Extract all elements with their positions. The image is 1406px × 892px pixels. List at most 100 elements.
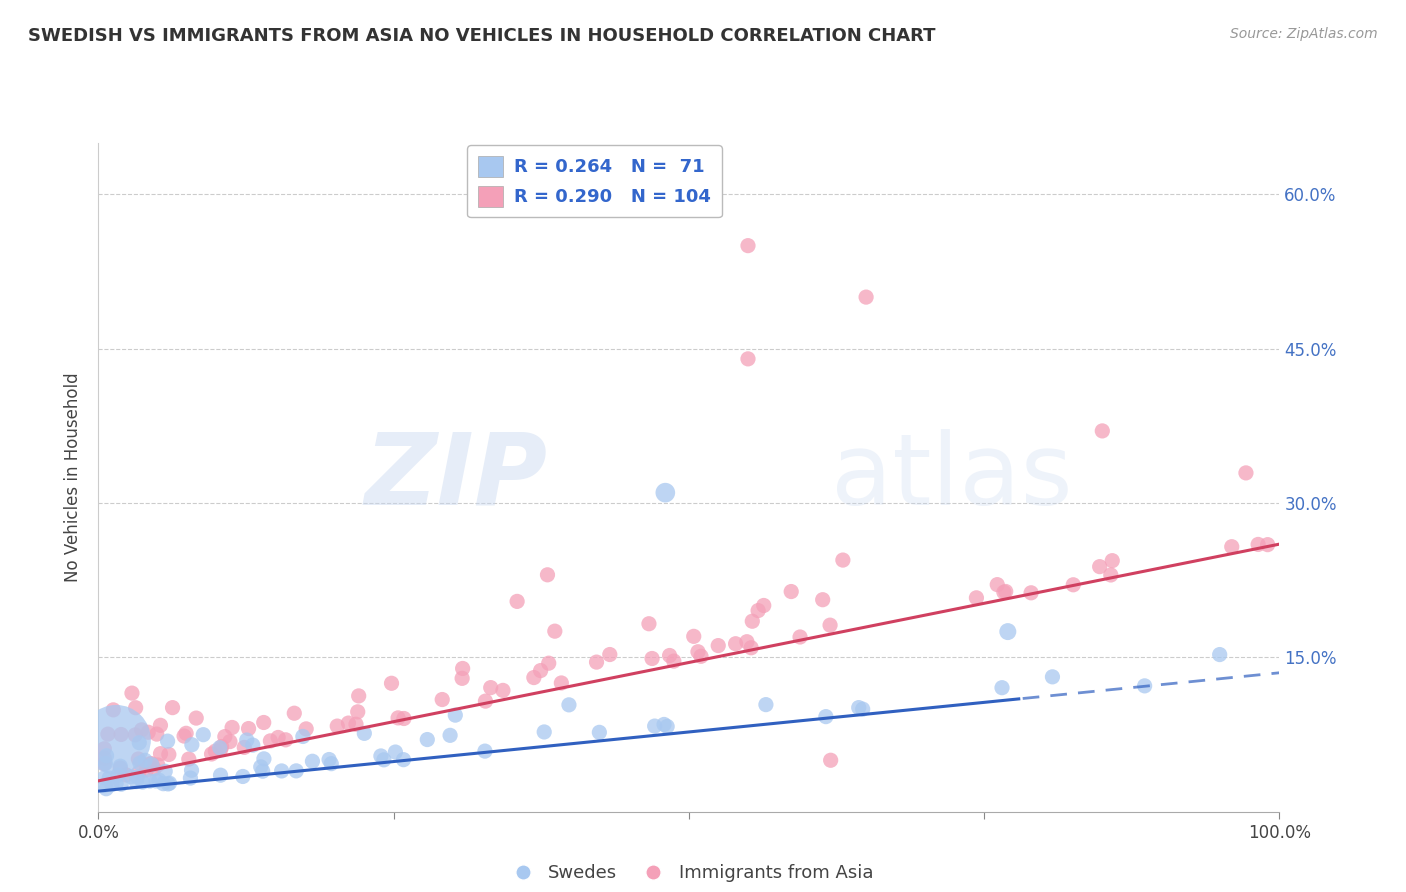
- Point: [285, 764, 308, 778]
- Point: [125, 774, 148, 789]
- Point: [131, 775, 153, 789]
- Point: [1234, 466, 1257, 480]
- Point: [506, 594, 529, 608]
- Text: atlas: atlas: [831, 429, 1073, 525]
- Point: [124, 700, 146, 714]
- Point: [991, 681, 1014, 695]
- Point: [219, 734, 242, 748]
- Point: [451, 661, 474, 675]
- Point: [818, 618, 841, 632]
- Point: [179, 771, 201, 785]
- Point: [233, 740, 256, 755]
- Legend: Swedes, Immigrants from Asia: Swedes, Immigrants from Asia: [498, 857, 880, 889]
- Point: [110, 777, 132, 791]
- Point: [690, 649, 713, 664]
- Point: [235, 733, 257, 747]
- Point: [148, 773, 170, 788]
- Point: [737, 238, 759, 252]
- Point: [93, 779, 115, 793]
- Point: [252, 764, 274, 779]
- Point: [780, 584, 803, 599]
- Point: [136, 725, 159, 739]
- Point: [831, 553, 853, 567]
- Point: [186, 711, 208, 725]
- Point: [380, 676, 402, 690]
- Point: [451, 671, 474, 685]
- Point: [820, 753, 842, 767]
- Point: [724, 637, 747, 651]
- Point: [97, 727, 120, 741]
- Point: [94, 756, 117, 771]
- Point: [641, 651, 664, 665]
- Point: [110, 759, 132, 773]
- Point: [145, 774, 167, 789]
- Point: [127, 770, 149, 784]
- Point: [370, 748, 392, 763]
- Point: [657, 719, 679, 733]
- Point: [416, 732, 439, 747]
- Point: [242, 738, 264, 752]
- Point: [157, 777, 180, 791]
- Point: [662, 654, 685, 668]
- Point: [1133, 679, 1156, 693]
- Point: [129, 756, 152, 771]
- Point: [105, 732, 128, 747]
- Point: [238, 722, 260, 736]
- Point: [638, 616, 661, 631]
- Point: [392, 711, 415, 725]
- Point: [127, 752, 149, 766]
- Point: [537, 656, 560, 670]
- Point: [209, 768, 232, 782]
- Point: [384, 745, 406, 759]
- Point: [93, 771, 115, 785]
- Point: [141, 756, 163, 771]
- Point: [387, 711, 409, 725]
- Point: [193, 728, 215, 742]
- Point: [139, 756, 162, 771]
- Point: [479, 681, 502, 695]
- Point: [814, 709, 837, 723]
- Point: [848, 700, 870, 714]
- Point: [96, 781, 118, 796]
- Point: [735, 634, 758, 648]
- Point: [1099, 568, 1122, 582]
- Point: [444, 708, 467, 723]
- Point: [162, 700, 184, 714]
- Point: [1091, 424, 1114, 438]
- Point: [249, 760, 271, 774]
- Text: SWEDISH VS IMMIGRANTS FROM ASIA NO VEHICLES IN HOUSEHOLD CORRELATION CHART: SWEDISH VS IMMIGRANTS FROM ASIA NO VEHIC…: [28, 27, 935, 45]
- Point: [149, 718, 172, 732]
- Point: [200, 747, 222, 761]
- Point: [337, 716, 360, 731]
- Point: [558, 698, 581, 712]
- Point: [177, 752, 200, 766]
- Point: [326, 719, 349, 733]
- Text: Source: ZipAtlas.com: Source: ZipAtlas.com: [1230, 27, 1378, 41]
- Point: [530, 664, 553, 678]
- Point: [96, 748, 118, 763]
- Point: [101, 778, 124, 792]
- Point: [143, 762, 166, 776]
- Point: [994, 584, 1017, 599]
- Point: [682, 629, 704, 643]
- Point: [544, 624, 567, 639]
- Point: [149, 747, 172, 761]
- Point: [93, 751, 115, 765]
- Point: [740, 640, 762, 655]
- Point: [180, 764, 202, 778]
- Point: [752, 599, 775, 613]
- Point: [585, 655, 607, 669]
- Point: [259, 734, 281, 748]
- Point: [965, 591, 987, 605]
- Point: [654, 485, 676, 500]
- Point: [533, 725, 555, 739]
- Point: [492, 683, 515, 698]
- Point: [1101, 554, 1123, 568]
- Point: [346, 705, 368, 719]
- Point: [523, 671, 546, 685]
- Point: [214, 730, 236, 744]
- Point: [686, 645, 709, 659]
- Point: [253, 752, 276, 766]
- Point: [536, 567, 558, 582]
- Point: [139, 774, 162, 789]
